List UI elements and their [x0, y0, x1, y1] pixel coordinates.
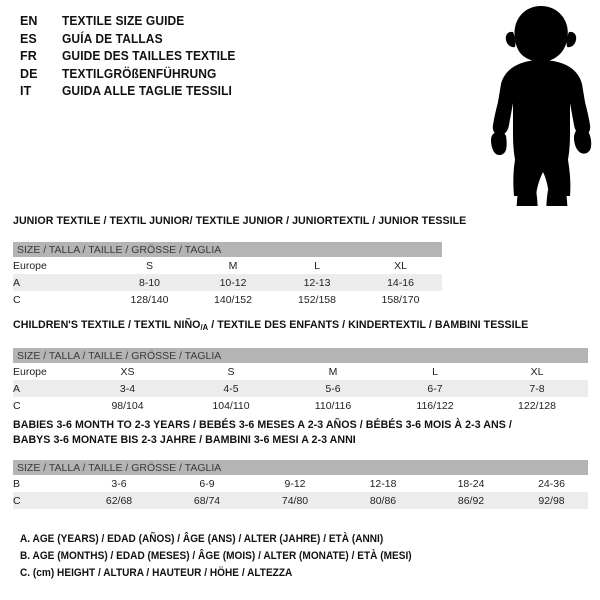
section-babies-title-line1: BABIES 3-6 MONTH TO 2-3 YEARS / BEBÉS 3-…	[13, 419, 512, 431]
section-junior-title: JUNIOR TEXTILE / TEXTIL JUNIOR/ TEXTILE …	[13, 215, 467, 227]
children-europe-cell-3: M	[282, 363, 384, 380]
junior-europe-cell-2: M	[191, 257, 275, 274]
children-band-label: SIZE / TALLA / TAILLE / GRÖSSE / TAGLIA	[13, 348, 589, 363]
babies-b-cell-6: 24-36	[515, 475, 588, 492]
children-a-cell-3: 5-6	[282, 380, 384, 397]
language-row-en: EN TEXTILE SIZE GUIDE	[20, 13, 340, 31]
babies-c-cell-5: 86/92	[427, 492, 515, 509]
language-row-it: IT GUIDA ALLE TAGLIE TESSILI	[20, 83, 340, 101]
junior-band-header-row: SIZE / TALLA / TAILLE / GRÖSSE / TAGLIA	[13, 242, 443, 257]
language-title-it: GUIDA ALLE TAGLIE TESSILI	[62, 84, 232, 98]
children-europe-cell-4: L	[384, 363, 486, 380]
junior-europe-cell-1: S	[108, 257, 191, 274]
junior-row-europe-label: Europe	[13, 257, 108, 274]
junior-a-cell-2: 10-12	[191, 274, 275, 291]
legend-block: A. AGE (YEARS) / EDAD (AÑOS) / ÂGE (ANS)…	[20, 531, 490, 582]
language-code-de: DE	[20, 66, 38, 81]
language-code-es: ES	[20, 31, 37, 46]
children-row-c-label: C	[13, 397, 75, 414]
junior-c-cell-4: 158/170	[359, 291, 443, 308]
children-c-cell-5: 122/128	[486, 397, 589, 414]
language-code-it: IT	[20, 84, 32, 98]
children-c-cell-1: 98/104	[75, 397, 180, 414]
junior-c-cell-1: 128/140	[108, 291, 191, 308]
legend-line-a: A. AGE (YEARS) / EDAD (AÑOS) / ÂGE (ANS)…	[20, 533, 384, 545]
junior-size-table: SIZE / TALLA / TAILLE / GRÖSSE / TAGLIA …	[13, 242, 443, 308]
legend-line-b: B. AGE (MONTHS) / EDAD (MESES) / ÂGE (MO…	[20, 550, 412, 562]
babies-c-cell-4: 80/86	[339, 492, 427, 509]
language-title-es: GUÍA DE TALLAS	[62, 31, 163, 46]
children-c-cell-3: 110/116	[282, 397, 384, 414]
babies-b-cell-4: 12-18	[339, 475, 427, 492]
table-row: C 98/104 104/110 110/116 116/122 122/128	[13, 397, 589, 414]
babies-b-cell-5: 18-24	[427, 475, 515, 492]
babies-size-table: SIZE / TALLA / TAILLE / GRÖSSE / TAGLIA …	[13, 460, 588, 509]
children-band-header-row: SIZE / TALLA / TAILLE / GRÖSSE / TAGLIA	[13, 348, 589, 363]
children-c-cell-2: 104/110	[180, 397, 282, 414]
babies-b-cell-1: 3-6	[75, 475, 163, 492]
table-row: A 3-4 4-5 5-6 6-7 7-8	[13, 380, 589, 397]
babies-c-cell-3: 74/80	[251, 492, 339, 509]
junior-band-label: SIZE / TALLA / TAILLE / GRÖSSE / TAGLIA	[13, 242, 443, 257]
babies-band-header-row: SIZE / TALLA / TAILLE / GRÖSSE / TAGLIA	[13, 460, 588, 475]
babies-row-c-label: C	[13, 492, 75, 509]
section-children-title-post: / TEXTILE DES ENFANTS / KINDERTEXTIL / B…	[208, 319, 529, 331]
babies-band-label: SIZE / TALLA / TAILLE / GRÖSSE / TAGLIA	[13, 460, 588, 475]
section-babies-title-line2: BABYS 3-6 MONATE BIS 2-3 JAHRE / BAMBINI…	[13, 434, 356, 446]
height-illustration: C	[440, 4, 600, 209]
junior-a-cell-4: 14-16	[359, 274, 443, 291]
children-row-a-label: A	[13, 380, 75, 397]
language-title-fr: GUIDE DES TAILLES TEXTILE	[62, 49, 236, 63]
language-code-en: EN	[20, 14, 38, 28]
children-a-cell-4: 6-7	[384, 380, 486, 397]
table-row: Europe S M L XL	[13, 257, 443, 274]
children-a-cell-1: 3-4	[75, 380, 180, 397]
toddler-silhouette-icon	[491, 6, 592, 206]
children-europe-cell-5: XL	[486, 363, 589, 380]
legend-line-c: C. (cm) HEIGHT / ALTURA / HAUTEUR / HÖHE…	[20, 567, 293, 579]
babies-c-cell-6: 92/98	[515, 492, 588, 509]
table-row: C 62/68 68/74 74/80 80/86 86/92 92/98	[13, 492, 588, 509]
junior-europe-cell-4: XL	[359, 257, 443, 274]
junior-a-cell-3: 12-13	[275, 274, 359, 291]
language-row-fr: FR GUIDE DES TAILLES TEXTILE	[20, 48, 340, 66]
babies-row-b-label: B	[13, 475, 75, 492]
babies-c-cell-1: 62/68	[75, 492, 163, 509]
language-title-en: TEXTILE SIZE GUIDE	[62, 14, 185, 28]
children-a-cell-5: 7-8	[486, 380, 589, 397]
babies-b-cell-3: 9-12	[251, 475, 339, 492]
language-row-de: DE TEXTILGRÖßENFÜHRUNG	[20, 66, 340, 84]
language-title-block: EN TEXTILE SIZE GUIDE ES GUÍA DE TALLAS …	[20, 13, 340, 101]
babies-b-cell-2: 6-9	[163, 475, 251, 492]
table-row: B 3-6 6-9 9-12 12-18 18-24 24-36	[13, 475, 588, 492]
children-europe-cell-1: XS	[75, 363, 180, 380]
table-row: A 8-10 10-12 12-13 14-16	[13, 274, 443, 291]
babies-c-cell-2: 68/74	[163, 492, 251, 509]
table-row: Europe XS S M L XL	[13, 363, 589, 380]
section-children-title-pre: CHILDREN'S TEXTILE / TEXTIL NIÑO	[13, 319, 201, 331]
language-code-fr: FR	[20, 49, 37, 63]
junior-row-a-label: A	[13, 274, 108, 291]
language-title-de: TEXTILGRÖßENFÜHRUNG	[62, 66, 217, 81]
language-row-es: ES GUÍA DE TALLAS	[20, 31, 340, 49]
junior-c-cell-2: 140/152	[191, 291, 275, 308]
section-babies-textile: BABIES 3-6 MONTH TO 2-3 YEARS / BEBÉS 3-…	[13, 418, 588, 509]
children-c-cell-4: 116/122	[384, 397, 486, 414]
junior-c-cell-3: 152/158	[275, 291, 359, 308]
junior-europe-cell-3: L	[275, 257, 359, 274]
junior-row-c-label: C	[13, 291, 108, 308]
children-row-europe-label: Europe	[13, 363, 75, 380]
junior-a-cell-1: 8-10	[108, 274, 191, 291]
section-childrens-textile: CHILDREN'S TEXTILE / TEXTIL NIÑO/A / TEX…	[13, 318, 589, 414]
table-row: C 128/140 140/152 152/158 158/170	[13, 291, 443, 308]
children-size-table: SIZE / TALLA / TAILLE / GRÖSSE / TAGLIA …	[13, 348, 589, 414]
children-europe-cell-2: S	[180, 363, 282, 380]
children-a-cell-2: 4-5	[180, 380, 282, 397]
section-children-title: CHILDREN'S TEXTILE / TEXTIL NIÑO/A / TEX…	[13, 318, 559, 335]
section-junior-textile: JUNIOR TEXTILE / TEXTIL JUNIOR/ TEXTILE …	[13, 214, 467, 308]
section-children-title-sub: /A	[200, 323, 209, 332]
